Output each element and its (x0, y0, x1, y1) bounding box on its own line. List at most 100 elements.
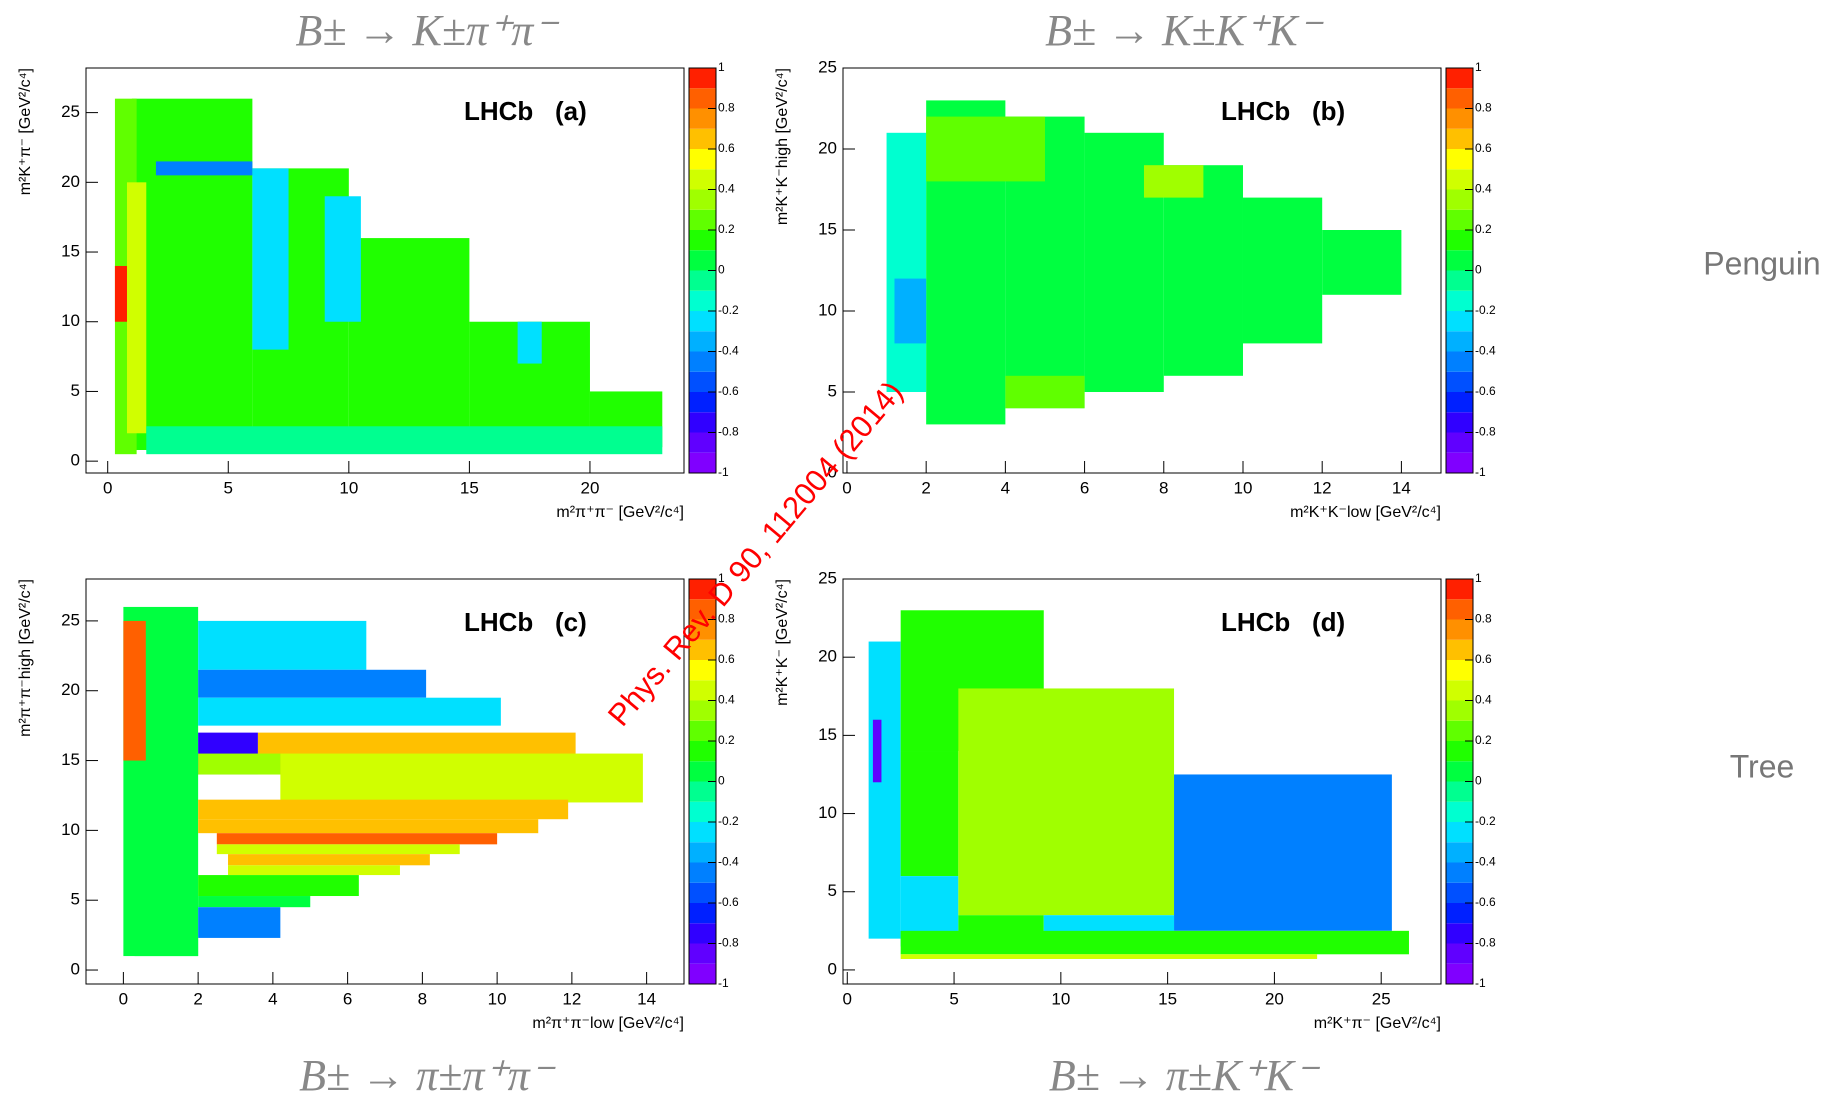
x-tick-label: 2 (193, 989, 202, 1008)
colorbar-segment (689, 862, 716, 883)
colorbar-tick-label: 0 (718, 263, 725, 277)
y-tick-label: 25 (61, 610, 80, 629)
x-tick-label: 0 (842, 478, 851, 497)
colorbar-segment (1446, 619, 1473, 640)
x-tick-label: 15 (1158, 989, 1177, 1008)
plot-area (868, 610, 1409, 959)
colorbar-segment (1446, 680, 1473, 701)
colorbar-segment (1446, 108, 1473, 129)
y-tick-label: 20 (818, 138, 837, 157)
plot-frame (85, 67, 685, 474)
cell (926, 116, 1045, 182)
cell (198, 896, 311, 908)
y-tick-label: 10 (61, 311, 80, 330)
colorbar-segment (689, 923, 716, 944)
colorbar-segment (1446, 660, 1473, 681)
colorbar-segment (1446, 230, 1473, 251)
y-tick-label: 15 (61, 750, 80, 769)
x-tick-label: 10 (488, 989, 507, 1008)
colorbar-segment (689, 108, 716, 129)
x-tick-label: 10 (1051, 989, 1070, 1008)
plot-area (123, 606, 643, 957)
colorbar-segment (689, 720, 716, 741)
x-tick-label: 5 (224, 478, 233, 497)
colorbar-tick-label: -0.4 (718, 344, 739, 358)
colorbar-segment (1446, 149, 1473, 170)
row-label: Penguin (1703, 245, 1820, 281)
colorbar-segment (1446, 720, 1473, 741)
colorbar-tick-label: -0.8 (1475, 425, 1496, 439)
cell (146, 426, 663, 455)
x-axis-label: m²K⁺K⁻low [GeV²/c⁴] (1290, 504, 1441, 521)
cell (872, 719, 882, 783)
colorbar-segment (1446, 741, 1473, 762)
colorbar-tick-label: 0.8 (1475, 101, 1492, 115)
y-tick-label: 10 (818, 803, 837, 822)
x-tick-label: 8 (418, 989, 427, 1008)
cell (198, 753, 281, 775)
colorbar-tick-label: 0.8 (718, 612, 735, 626)
panel-title: B± → K±π⁺π⁻ (295, 6, 560, 55)
colorbar-segment (1446, 209, 1473, 230)
colorbar-segment (689, 351, 716, 372)
colorbar-segment (689, 88, 716, 109)
colorbar-segment (1446, 882, 1473, 903)
colorbar-tick-label: 0 (718, 774, 725, 788)
cell (252, 168, 289, 350)
colorbar-segment (1446, 88, 1473, 109)
colorbar-tick-label: -0.6 (718, 384, 739, 398)
colorbar-segment (689, 169, 716, 190)
colorbar-tick-label: 0.4 (1475, 182, 1492, 196)
colorbar-segment (689, 619, 716, 640)
colorbar-tick-label: -0.2 (718, 814, 739, 828)
colorbar-tick-label: -0.2 (718, 303, 739, 317)
cell (198, 697, 501, 726)
y-axis-label: m²π⁺π⁻high [GeV²/c⁴] (17, 579, 34, 737)
colorbar-segment (689, 781, 716, 802)
colorbar-segment (1446, 128, 1473, 149)
y-tick-label: 15 (818, 219, 837, 238)
colorbar-tick-label: -0.6 (1475, 384, 1496, 398)
y-axis-label: m²K⁺π⁻ [GeV²/c⁴] (17, 68, 34, 195)
colorbar-segment (689, 842, 716, 863)
cell (134, 937, 199, 957)
x-tick-label: 5 (949, 989, 958, 1008)
x-tick-label: 20 (1265, 989, 1284, 1008)
x-tick-label: 20 (580, 478, 599, 497)
colorbar-segment (689, 311, 716, 332)
colorbar-segment (1446, 700, 1473, 721)
colorbar-tick-label: 1 (1475, 571, 1482, 585)
x-axis-label: m²π⁺π⁻ [GeV²/c⁴] (556, 504, 684, 521)
colorbar-segment (689, 680, 716, 701)
colorbar-segment (689, 639, 716, 660)
cell (155, 161, 253, 176)
colorbar-tick-label: 0.2 (1475, 222, 1492, 236)
colorbar-segment (689, 371, 716, 392)
cell (894, 278, 927, 344)
colorbar-segment (689, 432, 716, 453)
colorbar-tick-label: -0.8 (1475, 936, 1496, 950)
cell (228, 865, 400, 876)
x-tick-label: 14 (1392, 478, 1411, 497)
colorbar-segment (689, 741, 716, 762)
colorbar-tick-label: 0.8 (718, 101, 735, 115)
colorbar-segment (1446, 923, 1473, 944)
y-tick-label: 5 (828, 381, 837, 400)
colorbar-segment (1446, 351, 1473, 372)
colorbar-tick-label: -1 (1475, 976, 1486, 990)
colorbar-segment (689, 412, 716, 433)
y-tick-label: 0 (71, 960, 80, 979)
colorbar-tick-label: 0.4 (718, 693, 735, 707)
colorbar-segment (1446, 842, 1473, 863)
colorbar-tick-label: -0.2 (1475, 814, 1496, 828)
colorbar-segment (689, 189, 716, 210)
panel-title: B± → K±K⁺K⁻ (1045, 6, 1324, 55)
colorbar-tick-label: 0.6 (1475, 652, 1492, 666)
colorbar-tick-label: -0.6 (718, 895, 739, 909)
y-tick-label: 5 (828, 881, 837, 900)
colorbar-tick-label: 0.2 (718, 222, 735, 236)
colorbar-segment (1446, 781, 1473, 802)
colorbar-tick-label: -0.8 (718, 425, 739, 439)
cell (1005, 375, 1085, 409)
colorbar-segment (689, 882, 716, 903)
